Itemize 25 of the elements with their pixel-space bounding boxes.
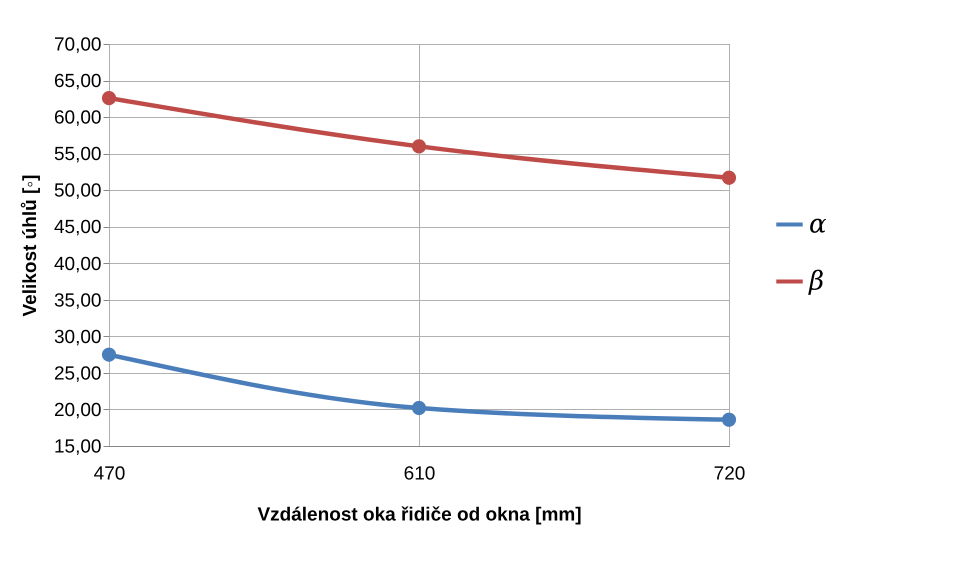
point [102, 91, 116, 106]
y-tick-label: 15,00 [54, 436, 102, 458]
point [102, 348, 116, 362]
y-tick-label: 20,00 [54, 400, 102, 421]
point [722, 170, 736, 185]
y-tick-label: 25,00 [54, 363, 102, 384]
y-tick-label: 30,00 [54, 326, 102, 348]
y-tick-label: 50,00 [54, 180, 102, 202]
x-tick-label: 610 [404, 464, 436, 484]
y-tick-label: 65,00 [54, 71, 102, 92]
point [412, 400, 426, 416]
y-axis-title: Velikost úhlů [◦] [20, 174, 41, 316]
x-axis-title: Vzdálenost oka řidiče od okna [mm] [257, 504, 582, 526]
point [412, 139, 426, 154]
legend-label: α [809, 210, 827, 240]
x-tick-label: 470 [94, 464, 126, 484]
x-tick-label: 720 [714, 464, 746, 484]
y-tick-label: 70,00 [54, 34, 102, 56]
y-tick-label: 60,00 [54, 108, 102, 129]
y-tick-label: 40,00 [54, 254, 102, 275]
y-tick-label: 45,00 [54, 217, 102, 238]
legend-label: β [808, 266, 824, 296]
y-tick-label: 35,00 [54, 290, 102, 312]
point [722, 412, 736, 427]
y-tick-label: 55,00 [54, 144, 102, 166]
